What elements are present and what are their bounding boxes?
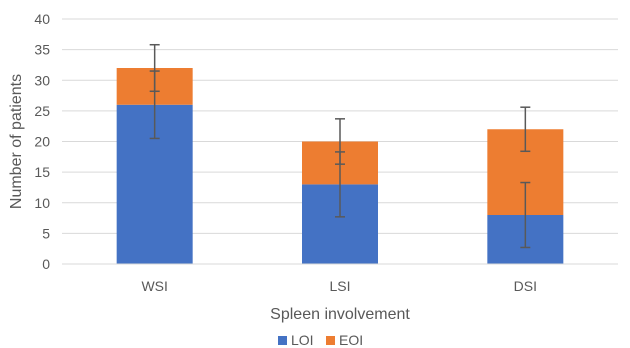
x-axis-title: Spleen involvement [270, 306, 410, 323]
y-tick-label: 5 [42, 225, 50, 241]
y-tick-label: 10 [34, 195, 50, 211]
legend-label-eoi: EOI [339, 332, 363, 348]
legend-swatch-eoi [326, 336, 335, 345]
x-tick-label: DSI [514, 278, 537, 294]
y-tick-label: 20 [34, 134, 50, 150]
x-tick-label: WSI [141, 278, 167, 294]
y-tick-label: 30 [34, 72, 50, 88]
x-tick-label: LSI [329, 278, 350, 294]
x-tick-labels: WSI LSI DSI [141, 278, 537, 294]
y-tick-label: 40 [34, 11, 50, 27]
y-tick-label: 0 [42, 256, 50, 272]
y-tick-labels: 0 5 10 15 20 25 30 35 40 [34, 11, 50, 272]
y-tick-label: 25 [34, 103, 50, 119]
legend-label-loi: LOI [291, 332, 314, 348]
y-tick-label: 35 [34, 42, 50, 58]
y-tick-label: 15 [34, 164, 50, 180]
error-bars [149, 43, 531, 249]
legend-swatch-loi [278, 336, 287, 345]
legend: LOI EOI [278, 332, 363, 348]
y-axis-title: Number of patients [8, 74, 25, 209]
